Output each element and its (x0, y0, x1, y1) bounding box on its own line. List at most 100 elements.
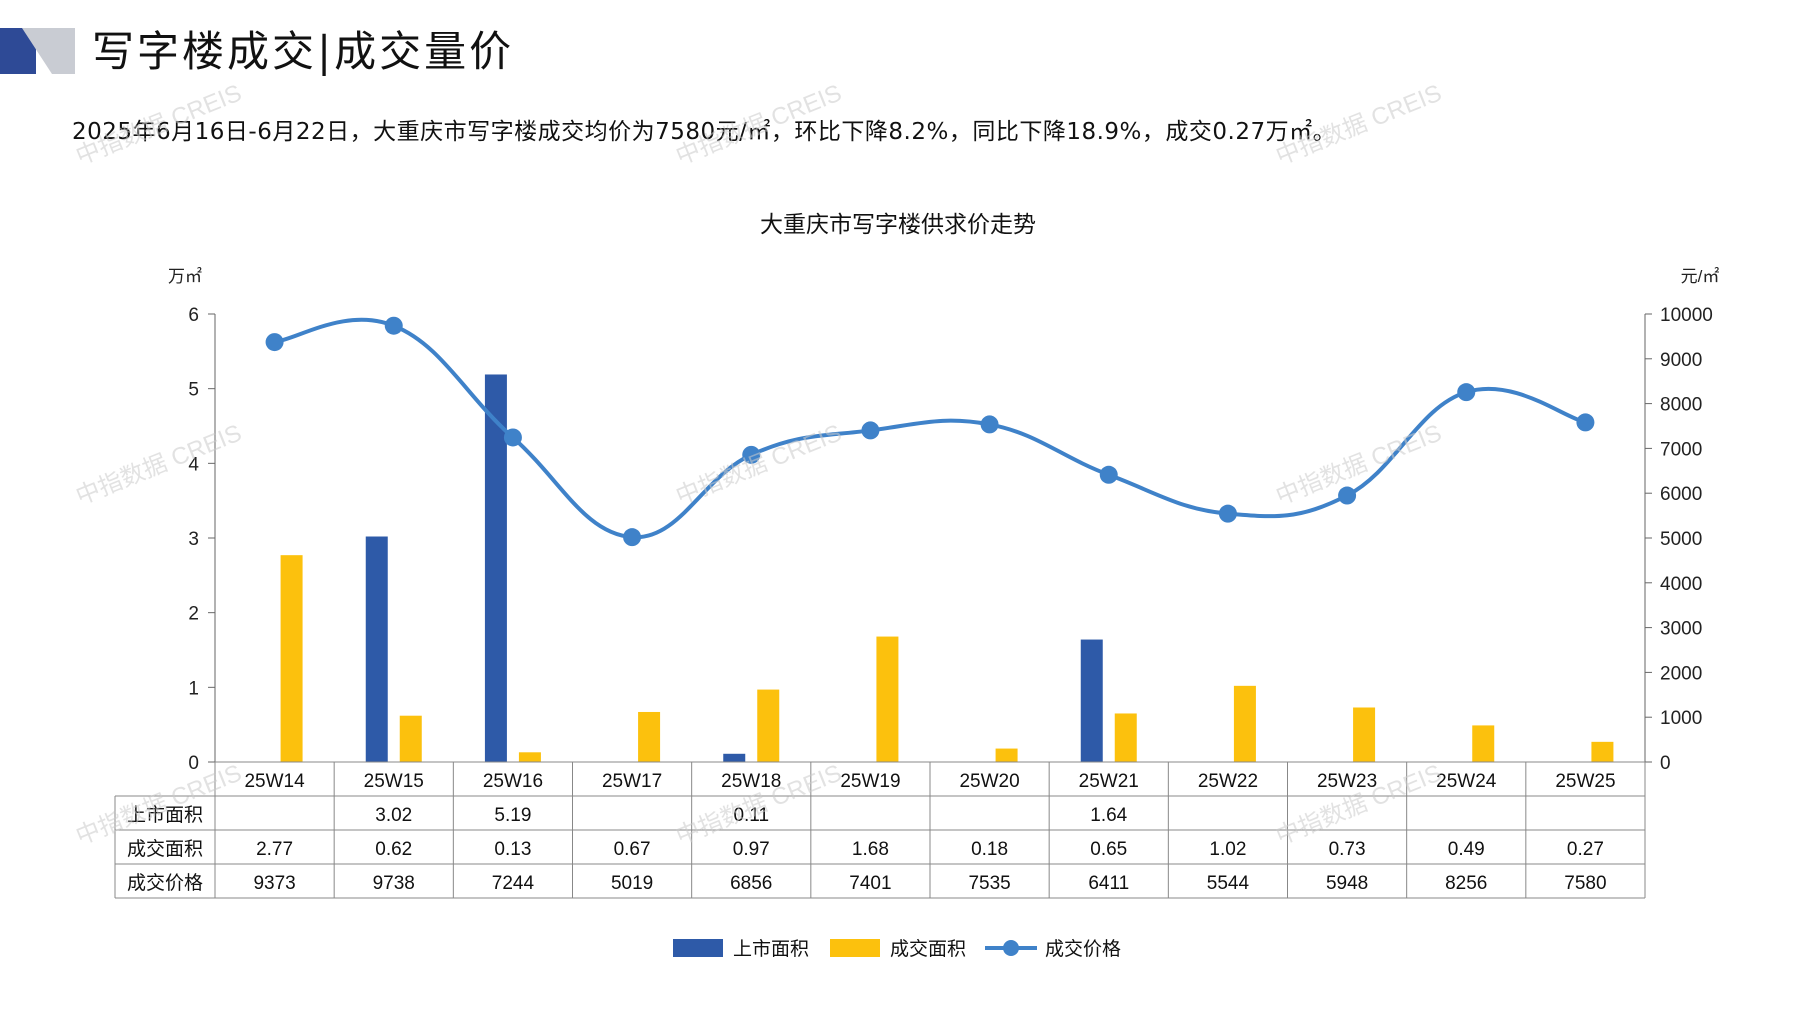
sold-area-bar (399, 715, 422, 762)
price-point (980, 415, 999, 434)
sold-area-bar (757, 689, 780, 762)
data-label: 0.97 (733, 839, 770, 860)
price-point (742, 445, 761, 464)
legend-swatch-sold (830, 939, 880, 957)
right-tick-label: 2000 (1660, 663, 1702, 684)
watermark: 中指数据 CREIS (1272, 80, 1445, 171)
watermark: 中指数据 CREIS (72, 760, 245, 851)
price-line (274, 317, 1586, 540)
data-label: 1.02 (1209, 839, 1246, 860)
left-tick-label: 6 (188, 305, 199, 326)
data-label: 0.49 (1448, 839, 1485, 860)
table-row-header: 上市面积 (127, 804, 203, 826)
left-tick-label: 4 (188, 454, 199, 475)
summary-text: 2025年6月16日-6月22日，大重庆市写字楼成交均价为7580元/㎡，环比下… (72, 119, 1337, 145)
watermark: 中指数据 CREIS (672, 80, 845, 171)
price-point (503, 428, 522, 447)
right-tick-label: 10000 (1660, 305, 1713, 326)
data-label: 0.27 (1567, 839, 1604, 860)
legend-swatch-price-point (1003, 940, 1019, 956)
header-decoration (0, 28, 75, 74)
category-label: 25W17 (602, 771, 662, 792)
data-label: 0.11 (733, 805, 769, 826)
legend-label: 上市面积 (733, 938, 809, 960)
price-point (384, 316, 403, 335)
right-tick-label: 0 (1660, 753, 1671, 774)
category-label: 25W14 (244, 771, 305, 792)
sold-area-bar (280, 555, 303, 762)
price-point (1099, 465, 1118, 484)
price-point (623, 528, 642, 547)
right-tick-label: 7000 (1660, 439, 1702, 460)
price-point (1457, 383, 1476, 402)
data-label: 0.13 (494, 839, 531, 860)
category-label: 25W19 (840, 771, 900, 792)
right-axis-unit: 元/㎡ (1681, 267, 1720, 286)
chart-title: 大重庆市写字楼供求价走势 (760, 212, 1036, 238)
table-row-header: 成交价格 (127, 872, 203, 894)
data-label: 2.77 (256, 839, 293, 860)
data-label: 7580 (1564, 873, 1606, 894)
data-label: 6856 (730, 873, 772, 894)
watermark: 中指数据 CREIS (672, 420, 845, 511)
category-label: 25W18 (721, 771, 781, 792)
right-tick-label: 1000 (1660, 708, 1702, 729)
data-label: 5544 (1207, 873, 1250, 894)
page-title: 写字楼成交|成交量价 (92, 27, 515, 76)
legend-label: 成交价格 (1045, 938, 1121, 960)
sold-area-bar (638, 711, 661, 762)
deco-light-block (22, 28, 75, 74)
category-label: 25W22 (1198, 771, 1258, 792)
price-point (1338, 486, 1357, 505)
category-label: 25W15 (364, 771, 424, 792)
data-label: 3.02 (375, 805, 412, 826)
left-tick-label: 0 (188, 753, 199, 774)
data-label: 1.64 (1090, 805, 1127, 826)
sold-area-bar (1472, 725, 1495, 762)
legend-label: 成交面积 (890, 938, 966, 960)
sold-area-bar (518, 752, 541, 762)
price-point (265, 333, 284, 352)
watermark: 中指数据 CREIS (72, 80, 245, 171)
left-axis-unit: 万㎡ (168, 267, 202, 286)
sold-area-bar (1233, 685, 1256, 762)
watermark: 中指数据 CREIS (72, 420, 245, 511)
right-tick-label: 4000 (1660, 574, 1702, 595)
sold-area-bar (876, 636, 899, 762)
listed-area-bar (1080, 639, 1103, 762)
right-tick-label: 3000 (1660, 619, 1702, 640)
left-tick-label: 1 (188, 678, 199, 699)
table-row-header: 成交面积 (127, 838, 203, 860)
category-label: 25W21 (1079, 771, 1139, 792)
right-tick-label: 9000 (1660, 350, 1702, 371)
data-label: 9738 (373, 873, 415, 894)
left-tick-label: 3 (188, 529, 199, 550)
sold-area-bar (995, 748, 1018, 762)
data-label: 9373 (253, 873, 295, 894)
sold-area-bar (1591, 741, 1614, 762)
data-label: 5.19 (494, 805, 531, 826)
data-label: 7535 (968, 873, 1010, 894)
listed-area-bar (365, 536, 388, 762)
price-point (1576, 413, 1595, 432)
data-label: 8256 (1445, 873, 1487, 894)
sold-area-bar (1353, 707, 1376, 762)
data-label: 0.65 (1090, 839, 1127, 860)
category-label: 25W25 (1555, 771, 1615, 792)
category-label: 25W16 (483, 771, 543, 792)
data-label: 7244 (492, 873, 535, 894)
category-label: 25W20 (959, 771, 1019, 792)
data-label: 0.62 (375, 839, 412, 860)
category-label: 25W23 (1317, 771, 1377, 792)
data-label: 0.67 (614, 839, 651, 860)
left-tick-label: 2 (188, 604, 199, 625)
left-tick-label: 5 (188, 380, 199, 401)
data-label: 5019 (611, 873, 653, 894)
sold-area-bar (1114, 713, 1137, 762)
right-tick-label: 5000 (1660, 529, 1702, 550)
category-label: 25W24 (1436, 771, 1497, 792)
listed-area-bar (484, 374, 507, 762)
data-label: 7401 (849, 873, 891, 894)
data-label: 0.18 (971, 839, 1008, 860)
